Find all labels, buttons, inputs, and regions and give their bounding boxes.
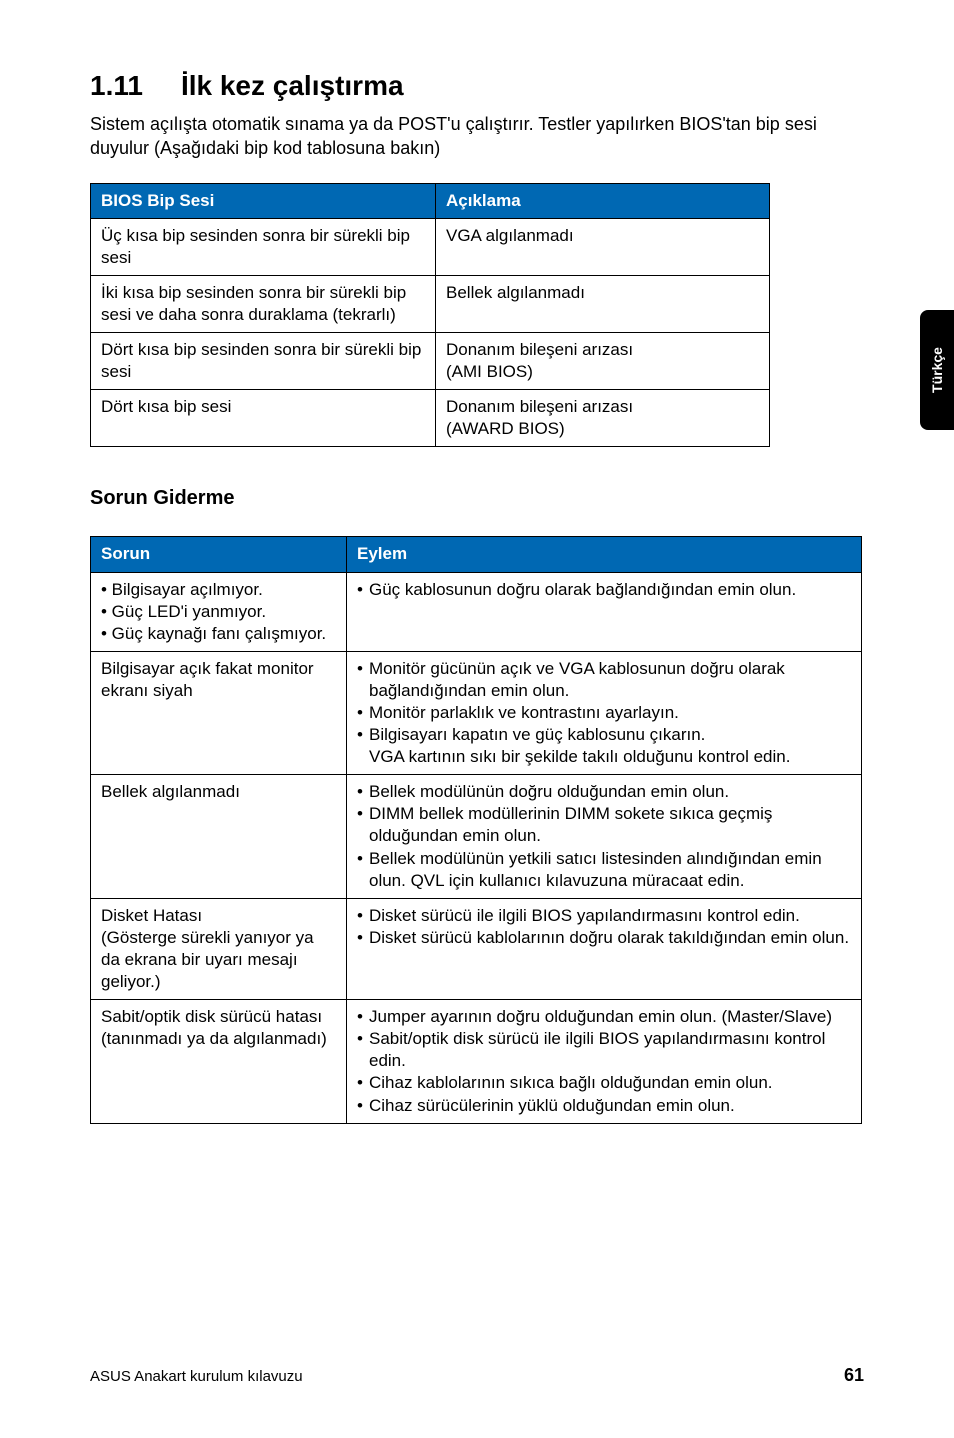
action-text: Monitör gücünün açık ve VGA kablosunun d…	[369, 658, 851, 702]
problem-cell: Bilgisayar açık fakat monitor ekranı siy…	[91, 651, 347, 774]
troubleshoot-table: Sorun Eylem • Bilgisayar açılmıyor.• Güç…	[90, 536, 862, 1123]
table-cell: Dört kısa bip sesi	[91, 390, 436, 447]
table-cell: Donanım bileşeni arızası(AMI BIOS)	[436, 333, 770, 390]
problem-cell: • Bilgisayar açılmıyor.• Güç LED'i yanmı…	[91, 572, 347, 651]
action-item: VGA kartının sıkı bir şekilde takılı old…	[357, 746, 851, 768]
table-cell: Üç kısa bip sesinden sonra bir sürekli b…	[91, 218, 436, 275]
action-cell: •Güç kablosunun doğru olarak bağlandığın…	[347, 572, 862, 651]
table-row: Bilgisayar açık fakat monitor ekranı siy…	[91, 651, 862, 774]
table-cell: VGA algılanmadı	[436, 218, 770, 275]
action-text: Bellek modülünün doğru olduğundan emin o…	[369, 781, 851, 803]
action-item: •Güç kablosunun doğru olarak bağlandığın…	[357, 579, 851, 601]
section-number: 1.11	[90, 70, 143, 102]
action-item: •Disket sürücü kablolarının doğru olarak…	[357, 927, 851, 949]
action-item: •Cihaz kablolarının sıkıca bağlı olduğun…	[357, 1072, 851, 1094]
problem-cell: Disket Hatası(Gösterge sürekli yanıyor y…	[91, 898, 347, 999]
table-row: Bellek algılanmadı•Bellek modülünün doğr…	[91, 775, 862, 898]
table-row: İki kısa bip sesinden sonra bir sürekli …	[91, 275, 770, 332]
action-cell: •Bellek modülünün doğru olduğundan emin …	[347, 775, 862, 898]
footer-left-text: ASUS Anakart kurulum kılavuzu	[90, 1368, 303, 1385]
action-cell: •Disket sürücü ile ilgili BIOS yapılandı…	[347, 898, 862, 999]
problem-item: • Bilgisayar açılmıyor.	[101, 579, 336, 601]
action-cell: •Monitör gücünün açık ve VGA kablosunun …	[347, 651, 862, 774]
action-item: •Bellek modülünün yetkili satıcı listesi…	[357, 848, 851, 892]
section-heading: 1.11 İlk kez çalıştırma	[90, 70, 864, 102]
troubleshoot-heading: Sorun Giderme	[90, 487, 864, 510]
table-row: Üç kısa bip sesinden sonra bir sürekli b…	[91, 218, 770, 275]
action-text: Cihaz sürücülerinin yüklü olduğundan emi…	[369, 1095, 851, 1117]
problem-cell: Bellek algılanmadı	[91, 775, 347, 898]
trouble-table-header-problem: Sorun	[91, 537, 347, 572]
bullet-icon: •	[357, 658, 369, 702]
table-cell: Dört kısa bip sesinden sonra bir sürekli…	[91, 333, 436, 390]
bullet-icon: •	[357, 927, 369, 949]
bullet-icon: •	[357, 1006, 369, 1028]
table-cell: İki kısa bip sesinden sonra bir sürekli …	[91, 275, 436, 332]
footer-page-number: 61	[844, 1365, 864, 1386]
table-row: • Bilgisayar açılmıyor.• Güç LED'i yanmı…	[91, 572, 862, 651]
bullet-icon: •	[357, 1028, 369, 1072]
bios-table-header-sound: BIOS Bip Sesi	[91, 183, 436, 218]
action-text: Cihaz kablolarının sıkıca bağlı olduğund…	[369, 1072, 851, 1094]
table-cell: Donanım bileşeni arızası(AWARD BIOS)	[436, 390, 770, 447]
trouble-table-header-action: Eylem	[347, 537, 862, 572]
language-side-tab: Türkçe	[920, 310, 954, 430]
action-item: •Cihaz sürücülerinin yüklü olduğundan em…	[357, 1095, 851, 1117]
bios-table-header-desc: Açıklama	[436, 183, 770, 218]
table-row: Disket Hatası(Gösterge sürekli yanıyor y…	[91, 898, 862, 999]
action-text: Bilgisayarı kapatın ve güç kablosunu çık…	[369, 724, 851, 746]
intro-paragraph: Sistem açılışta otomatik sınama ya da PO…	[90, 112, 864, 161]
bullet-icon: •	[357, 579, 369, 601]
bullet-icon: •	[357, 781, 369, 803]
bios-beep-table: BIOS Bip Sesi Açıklama Üç kısa bip sesin…	[90, 183, 770, 448]
action-item: •Jumper ayarının doğru olduğundan emin o…	[357, 1006, 851, 1028]
bullet-icon: •	[357, 848, 369, 892]
language-side-tab-label: Türkçe	[929, 347, 945, 393]
table-row: Dört kısa bip sesiDonanım bileşeni arıza…	[91, 390, 770, 447]
action-item: •Sabit/optik disk sürücü ile ilgili BIOS…	[357, 1028, 851, 1072]
action-cell: •Jumper ayarının doğru olduğundan emin o…	[347, 1000, 862, 1123]
action-item: •Bellek modülünün doğru olduğundan emin …	[357, 781, 851, 803]
action-text: Disket sürücü kablolarının doğru olarak …	[369, 927, 851, 949]
problem-item: • Güç LED'i yanmıyor.	[101, 601, 336, 623]
action-text: Sabit/optik disk sürücü ile ilgili BIOS …	[369, 1028, 851, 1072]
table-row: Dört kısa bip sesinden sonra bir sürekli…	[91, 333, 770, 390]
bullet-icon: •	[357, 905, 369, 927]
bullet-icon: •	[357, 1095, 369, 1117]
problem-item: • Güç kaynağı fanı çalışmıyor.	[101, 623, 336, 645]
action-text: Güç kablosunun doğru olarak bağlandığınd…	[369, 579, 851, 601]
problem-cell: Sabit/optik disk sürücü hatası (tanınmad…	[91, 1000, 347, 1123]
action-text: DIMM bellek modüllerinin DIMM sokete sık…	[369, 803, 851, 847]
section-title-text: İlk kez çalıştırma	[181, 70, 404, 101]
table-cell: Bellek algılanmadı	[436, 275, 770, 332]
action-item: •Monitör gücünün açık ve VGA kablosunun …	[357, 658, 851, 702]
page-footer: ASUS Anakart kurulum kılavuzu 61	[90, 1365, 864, 1386]
action-text: Disket sürücü ile ilgili BIOS yapılandır…	[369, 905, 851, 927]
action-item: •Bilgisayarı kapatın ve güç kablosunu çı…	[357, 724, 851, 746]
action-text: Jumper ayarının doğru olduğundan emin ol…	[369, 1006, 851, 1028]
action-text: Monitör parlaklık ve kontrastını ayarlay…	[369, 702, 851, 724]
bullet-icon: •	[357, 724, 369, 746]
bullet-icon: •	[357, 702, 369, 724]
table-row: Sabit/optik disk sürücü hatası (tanınmad…	[91, 1000, 862, 1123]
action-item: •DIMM bellek modüllerinin DIMM sokete sı…	[357, 803, 851, 847]
action-item: •Monitör parlaklık ve kontrastını ayarla…	[357, 702, 851, 724]
bullet-icon: •	[357, 1072, 369, 1094]
bullet-icon: •	[357, 803, 369, 847]
action-item: •Disket sürücü ile ilgili BIOS yapılandı…	[357, 905, 851, 927]
action-text: Bellek modülünün yetkili satıcı listesin…	[369, 848, 851, 892]
